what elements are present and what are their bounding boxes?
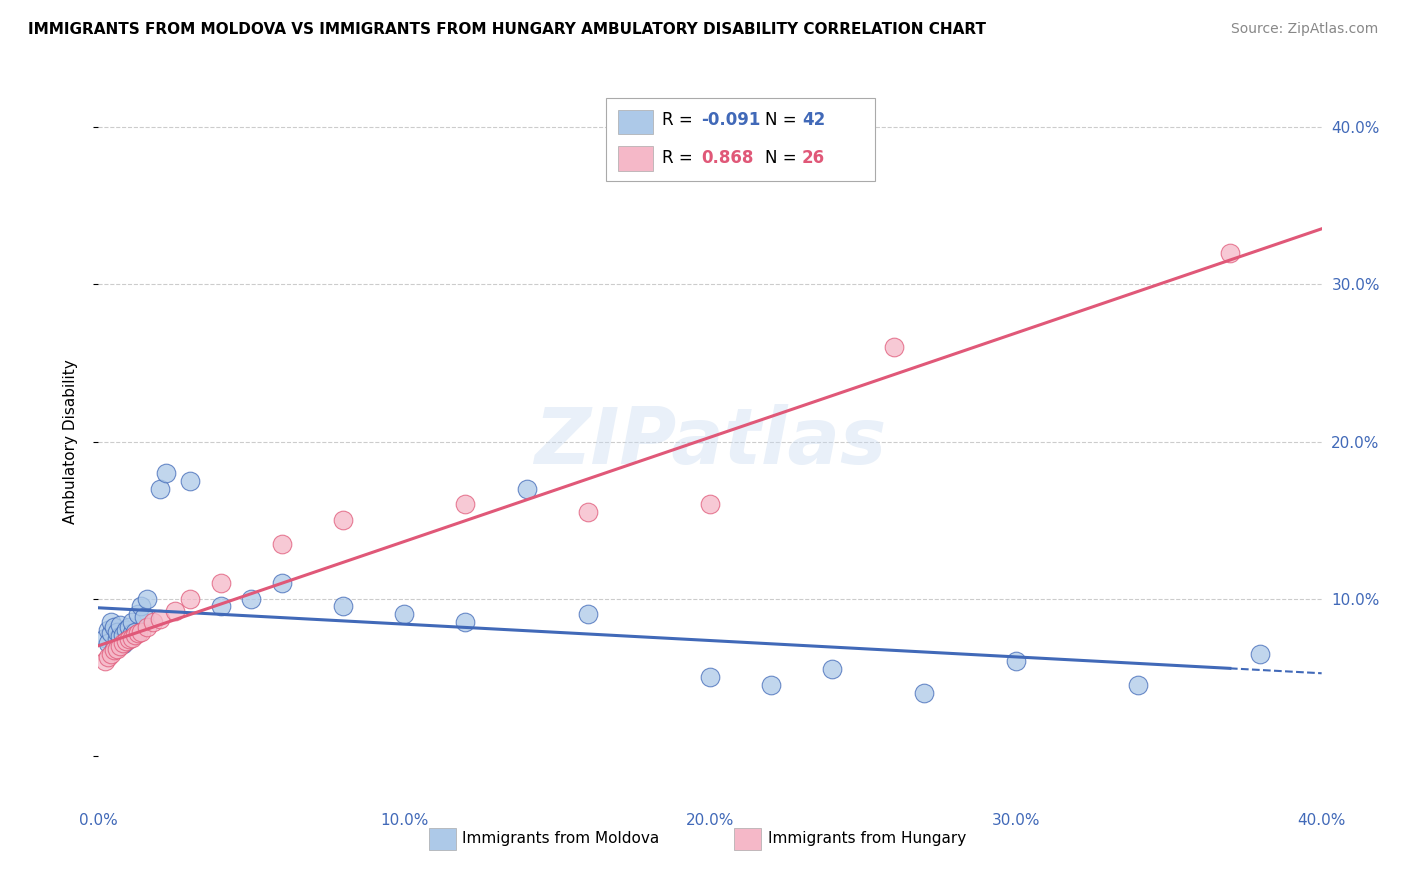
Point bbox=[100, 615, 122, 630]
Point bbox=[392, 607, 416, 622]
Point bbox=[209, 599, 232, 614]
Point bbox=[454, 497, 477, 511]
Point bbox=[149, 612, 172, 626]
Point bbox=[163, 604, 186, 618]
Point bbox=[97, 623, 120, 637]
Y-axis label: Ambulatory Disability: Ambulatory Disability bbox=[63, 359, 77, 524]
Point bbox=[118, 632, 141, 647]
Point bbox=[121, 626, 143, 640]
Point bbox=[111, 628, 134, 642]
Point bbox=[576, 607, 599, 622]
Text: Source: ZipAtlas.com: Source: ZipAtlas.com bbox=[1230, 22, 1378, 37]
Text: ZIPatlas: ZIPatlas bbox=[534, 403, 886, 480]
Point bbox=[155, 466, 177, 480]
Text: N =: N = bbox=[765, 111, 801, 129]
Text: 42: 42 bbox=[801, 111, 825, 129]
Point bbox=[136, 620, 159, 634]
Point bbox=[332, 513, 354, 527]
Point bbox=[93, 655, 115, 669]
Point bbox=[179, 474, 201, 488]
Point bbox=[97, 649, 120, 664]
Point bbox=[516, 482, 538, 496]
Point bbox=[103, 643, 125, 657]
Point bbox=[134, 610, 156, 624]
Point bbox=[699, 670, 721, 684]
Point bbox=[699, 497, 721, 511]
Point bbox=[115, 634, 138, 648]
Bar bbox=[619, 110, 652, 135]
Text: R =: R = bbox=[662, 111, 699, 129]
Point bbox=[1219, 246, 1241, 260]
Point bbox=[179, 591, 201, 606]
FancyBboxPatch shape bbox=[606, 98, 875, 181]
Text: 0.868: 0.868 bbox=[702, 149, 754, 167]
Text: Immigrants from Moldova: Immigrants from Moldova bbox=[461, 831, 659, 847]
Point bbox=[1249, 647, 1271, 661]
Point bbox=[129, 624, 152, 639]
Point bbox=[127, 607, 149, 622]
Point bbox=[108, 629, 131, 643]
Point bbox=[105, 624, 128, 639]
Point bbox=[108, 639, 131, 653]
Point bbox=[149, 482, 172, 496]
Text: IMMIGRANTS FROM MOLDOVA VS IMMIGRANTS FROM HUNGARY AMBULATORY DISABILITY CORRELA: IMMIGRANTS FROM MOLDOVA VS IMMIGRANTS FR… bbox=[28, 22, 986, 37]
Point bbox=[100, 647, 122, 661]
Point bbox=[103, 641, 125, 656]
Point bbox=[136, 591, 159, 606]
Text: R =: R = bbox=[662, 149, 699, 167]
Text: 26: 26 bbox=[801, 149, 825, 167]
Bar bbox=[734, 828, 762, 850]
Point bbox=[121, 615, 143, 630]
Point bbox=[105, 632, 128, 647]
Point bbox=[912, 686, 935, 700]
Point bbox=[142, 615, 165, 630]
Point bbox=[1004, 655, 1026, 669]
Point bbox=[454, 615, 477, 630]
Point bbox=[100, 626, 122, 640]
Point bbox=[332, 599, 354, 614]
Point bbox=[209, 575, 232, 590]
Text: -0.091: -0.091 bbox=[702, 111, 761, 129]
Point bbox=[124, 624, 146, 639]
Point bbox=[129, 599, 152, 614]
Point bbox=[883, 340, 905, 354]
Point bbox=[576, 505, 599, 519]
Point bbox=[118, 620, 141, 634]
Point bbox=[118, 631, 141, 645]
Point bbox=[1128, 678, 1150, 692]
Text: Immigrants from Hungary: Immigrants from Hungary bbox=[768, 831, 966, 847]
Point bbox=[759, 678, 782, 692]
Point bbox=[270, 575, 292, 590]
Point bbox=[93, 631, 115, 645]
Point bbox=[97, 635, 120, 649]
Text: N =: N = bbox=[765, 149, 801, 167]
Point bbox=[127, 626, 149, 640]
Bar bbox=[619, 146, 652, 170]
Point bbox=[270, 536, 292, 550]
Point bbox=[105, 641, 128, 656]
Point bbox=[115, 623, 138, 637]
Point bbox=[108, 618, 131, 632]
Point bbox=[821, 662, 844, 676]
Bar bbox=[429, 828, 456, 850]
Point bbox=[124, 628, 146, 642]
Point bbox=[121, 631, 143, 645]
Point bbox=[111, 637, 134, 651]
Point bbox=[103, 620, 125, 634]
Point bbox=[111, 635, 134, 649]
Point bbox=[115, 634, 138, 648]
Point bbox=[240, 591, 263, 606]
